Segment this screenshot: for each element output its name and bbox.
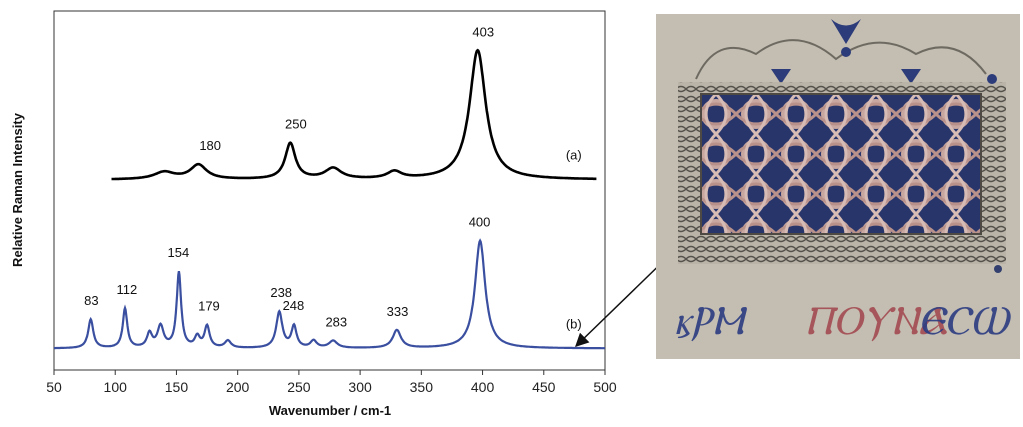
plot-frame [53,10,606,371]
peak-label: 250 [285,117,307,132]
spectrum-line-a [111,48,597,181]
x-tick-label: 300 [348,379,372,395]
x-tick-label: 200 [226,379,250,395]
x-axis-ticks: 50 100 150 200 250 300 350 400 450 500 [46,370,617,395]
peak-label: 248 [283,298,305,313]
x-axis-title: Wavenumber / cm-1 [269,403,391,418]
x-tick-label: 500 [593,379,617,395]
y-axis-title: Relative Raman Intensity [10,112,25,267]
peak-label: 403 [472,24,494,39]
svg-text:ⲈⲤⲰ: ⲈⲤⲰ [918,298,1012,343]
series-tag-a: (a) [566,148,582,163]
peak-label: 238 [270,285,292,300]
manuscript-illumination-image: ⳤⲢⲘ ⲠⲞⲨⲚⲀ ⲈⲤⲰ [656,14,1020,359]
svg-text:ⲠⲞⲨⲚⲀ: ⲠⲞⲨⲚⲀ [804,298,948,343]
peak-label: 179 [198,299,220,314]
x-tick-label: 50 [46,379,62,395]
x-tick-label: 250 [287,379,311,395]
x-tick-label: 100 [104,379,128,395]
spectrum-line-b [54,238,605,350]
x-tick-label: 450 [532,379,556,395]
peak-label: 112 [117,282,138,297]
peak-label: 83 [84,293,98,308]
x-tick-label: 350 [410,379,434,395]
x-tick-label: 400 [471,379,495,395]
series-tag-b: (b) [566,316,582,331]
series-tags: (a) (b) [566,148,582,332]
peak-label: 283 [325,314,347,329]
peak-label: 154 [167,245,189,260]
peak-label: 400 [469,215,491,230]
peak-label: 333 [387,304,409,319]
svg-text:ⳤⲢⲘ: ⳤⲢⲘ [674,298,748,343]
x-tick-label: 150 [165,379,189,395]
spectra [54,48,605,350]
peak-label: 180 [199,138,221,153]
